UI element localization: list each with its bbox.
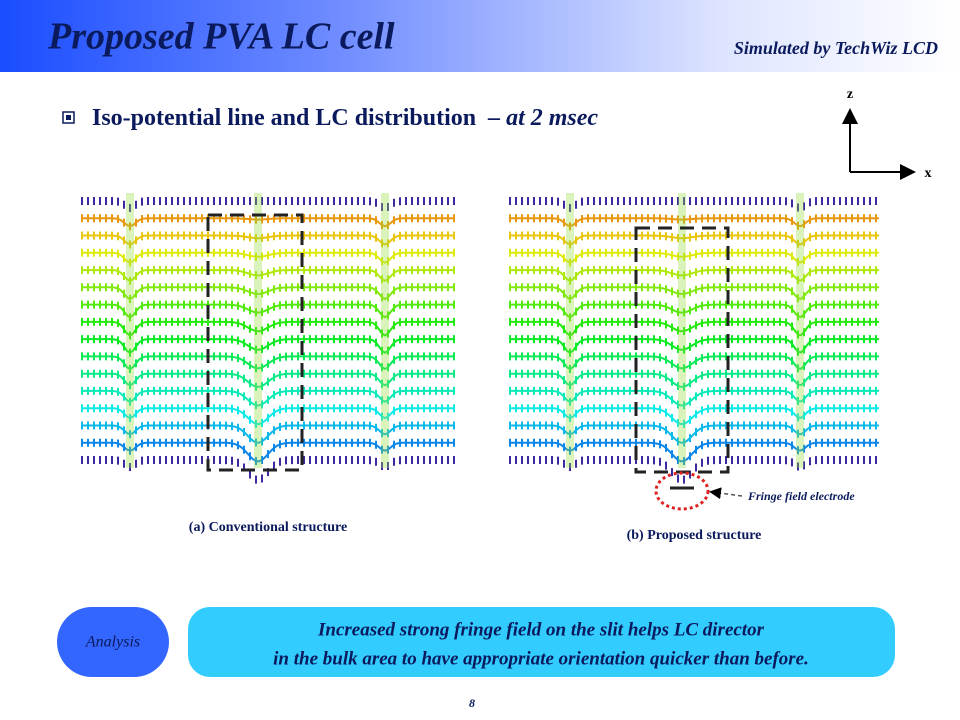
bullet-icon-inner bbox=[66, 115, 71, 120]
field-spike bbox=[796, 193, 804, 468]
bullet-text: Iso-potential line and LC distribution –… bbox=[92, 105, 598, 131]
lc-directors bbox=[81, 197, 455, 212]
lc-directors bbox=[81, 386, 455, 410]
bullet-time: – at 2 msec bbox=[487, 105, 598, 131]
lc-directors bbox=[509, 266, 877, 285]
iso-line bbox=[510, 217, 879, 228]
analysis-badge bbox=[57, 607, 169, 677]
simulation-conventional bbox=[81, 193, 455, 484]
lc-directors bbox=[509, 369, 877, 391]
field-spike bbox=[126, 193, 134, 468]
field-spike bbox=[566, 193, 574, 468]
iso-line bbox=[510, 441, 879, 463]
lc-directors bbox=[81, 317, 455, 340]
lc-directors bbox=[509, 335, 877, 357]
field-spike bbox=[381, 193, 389, 468]
iso-line bbox=[510, 320, 879, 337]
analysis-label: Analysis bbox=[85, 634, 140, 651]
caption: (b) Proposed structure bbox=[627, 528, 762, 543]
iso-line bbox=[510, 338, 879, 354]
lc-directors bbox=[81, 404, 455, 428]
analysis-line: in the bulk area to have appropriate ori… bbox=[273, 648, 809, 669]
lc-directors bbox=[509, 386, 877, 410]
bullet-main: Iso-potential line and LC distribution bbox=[92, 105, 476, 131]
subtitle: Simulated by TechWiz LCD bbox=[734, 38, 938, 58]
lc-directors bbox=[509, 283, 877, 303]
bullet-icon bbox=[62, 111, 75, 124]
lc-directors bbox=[509, 421, 877, 447]
caption: (a) Conventional structure bbox=[189, 520, 347, 535]
iso-line bbox=[510, 389, 879, 407]
iso-line bbox=[510, 355, 879, 371]
lc-directors bbox=[509, 438, 877, 465]
iso-line bbox=[510, 269, 879, 282]
analysis-line: Increased strong fringe field on the sli… bbox=[317, 619, 765, 640]
electrode-circle bbox=[654, 471, 710, 511]
lc-directors bbox=[509, 231, 877, 249]
lc-directors bbox=[509, 317, 877, 340]
simulation-proposed bbox=[509, 193, 880, 484]
lc-directors bbox=[509, 248, 877, 267]
lc-directors bbox=[81, 231, 455, 249]
iso-line bbox=[510, 251, 879, 264]
lc-directors bbox=[509, 456, 877, 484]
iso-line bbox=[510, 303, 879, 319]
x-label: x bbox=[925, 166, 932, 181]
lc-directors bbox=[81, 300, 455, 322]
electrode-note: Fringe field electrode bbox=[747, 489, 855, 503]
iso-line bbox=[510, 372, 879, 388]
iso-line bbox=[510, 407, 879, 426]
analysis-box bbox=[188, 607, 895, 677]
z-label: z bbox=[847, 87, 853, 102]
lc-directors bbox=[509, 404, 877, 428]
dashed-box bbox=[206, 213, 304, 472]
header-band bbox=[0, 0, 960, 72]
iso-line bbox=[510, 286, 879, 301]
lc-directors bbox=[509, 197, 877, 212]
lc-directors bbox=[509, 352, 877, 373]
field-spike bbox=[678, 193, 686, 468]
iso-line bbox=[510, 234, 879, 246]
lc-directors bbox=[509, 300, 877, 322]
title: Proposed PVA LC cell bbox=[47, 16, 395, 58]
lc-directors bbox=[509, 214, 877, 231]
page-number: 8 bbox=[469, 696, 475, 710]
note-arrow bbox=[709, 487, 743, 500]
iso-line bbox=[510, 424, 879, 444]
field-spike bbox=[254, 193, 262, 468]
